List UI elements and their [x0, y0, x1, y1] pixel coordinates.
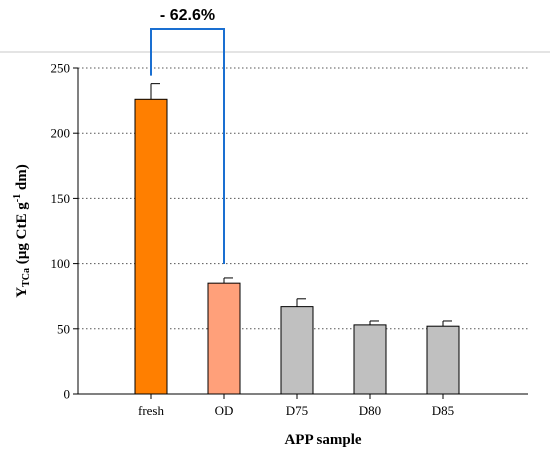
y-tick-label: 50 [57, 321, 70, 336]
bar-OD [207, 282, 241, 395]
y-tick-label: 100 [51, 256, 71, 271]
x-tick-label-fresh: fresh [138, 403, 164, 418]
x-axis-title: APP sample [284, 432, 361, 448]
y-axis-title-unit: (µg CtE g [14, 202, 30, 268]
y-axis-title: YTCa (µg CtE g-1 dm) [12, 164, 32, 297]
bar-D75 [280, 306, 314, 395]
axes [77, 68, 528, 395]
y-tick-label: 0 [64, 387, 71, 402]
y-axis-title-sub: TCa [21, 268, 32, 287]
y-tick-label: 200 [51, 126, 71, 141]
x-tick-label-D80: D80 [359, 403, 381, 418]
y-tick-label: 150 [51, 191, 71, 206]
y-axis-title-main: Y [14, 287, 30, 298]
bar-fresh [134, 98, 168, 395]
y-tick-label: 250 [51, 61, 71, 76]
difference-annotation: - 62.6% [150, 7, 225, 264]
bar-D80 [353, 324, 387, 395]
bar-D85 [426, 325, 460, 395]
y-axis-title-sup: -1 [12, 194, 23, 202]
bars [134, 83, 460, 395]
x-tick-label-D85: D85 [432, 403, 454, 418]
y-axis-title-unit-end: dm) [14, 164, 30, 194]
x-tick-labels: fresh OD D75 D80 D85 [138, 394, 454, 418]
y-tick-labels: 0 50 100 150 200 250 [51, 61, 71, 402]
annotation-bracket [150, 28, 225, 264]
x-tick-label-D75: D75 [286, 403, 308, 418]
x-tick-label-OD: OD [215, 403, 234, 418]
annotation-label: - 62.6% [160, 7, 215, 24]
